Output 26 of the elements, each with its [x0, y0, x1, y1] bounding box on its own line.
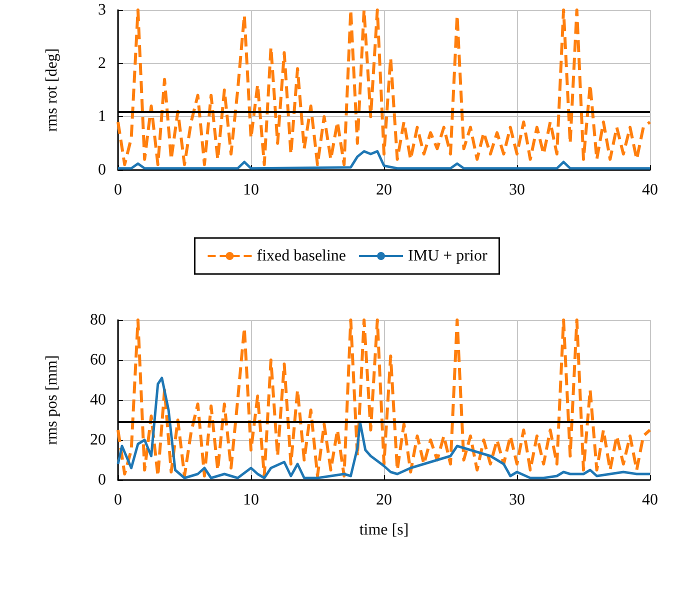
y-tick-label: 60 [90, 352, 106, 368]
y-axis-title: rms rot [deg] [44, 48, 60, 132]
y-axis-title: rms pos [mm] [44, 355, 60, 445]
line-series [116, 8, 652, 166]
y-tick-label: 0 [98, 472, 106, 488]
line-series [116, 318, 652, 478]
y-tick-label: 2 [98, 54, 106, 72]
y-tick-label: 1 [98, 108, 106, 126]
legend-label: IMU + prior [408, 248, 488, 264]
x-tick-label: 0 [114, 492, 122, 508]
x-tick-label: 20 [376, 182, 392, 198]
legend-label: fixed baseline [256, 248, 346, 264]
x-axis-title: time [s] [359, 522, 409, 538]
y-tick-label: 20 [90, 432, 106, 448]
x-tick-label: 30 [509, 182, 525, 198]
y-tick-label: 80 [90, 312, 106, 328]
y-tick-label: 40 [90, 392, 106, 408]
x-tick-label: 40 [642, 492, 658, 508]
x-tick-label: 10 [243, 182, 259, 198]
x-tick-label: 30 [509, 492, 525, 508]
x-tick-label: 20 [376, 492, 392, 508]
y-tick-label: 0 [98, 162, 106, 178]
x-tick-label: 0 [114, 182, 122, 198]
y-tick-label: 3 [98, 2, 106, 18]
x-tick-label: 10 [243, 492, 259, 508]
x-tick-label: 40 [642, 182, 658, 198]
